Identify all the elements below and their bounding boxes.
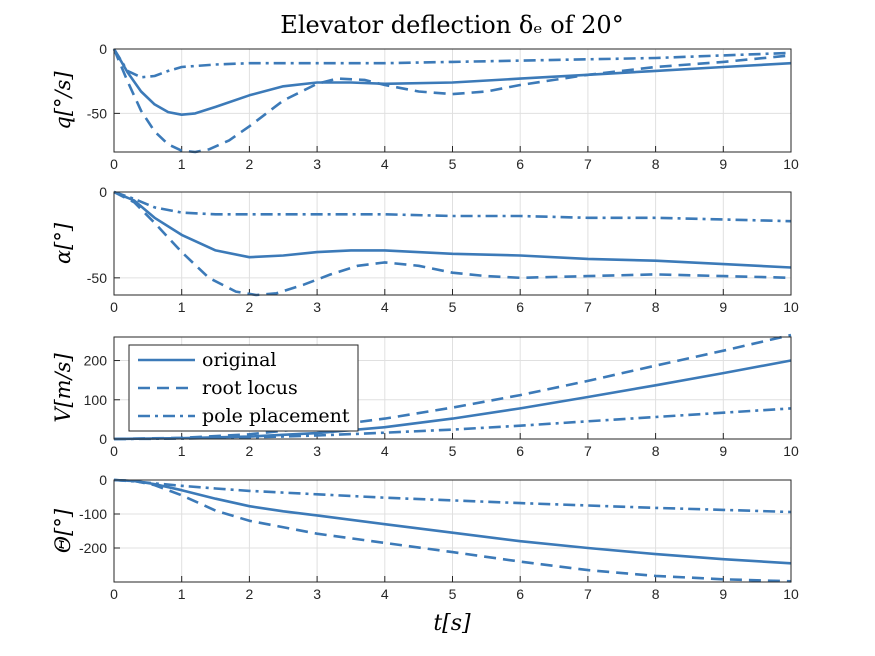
series-line-pole-placement [113, 190, 792, 223]
series-line-original [113, 190, 792, 269]
x-tick-label: 7 [584, 156, 592, 172]
legend-label: pole placement [202, 405, 350, 427]
y-tick-label: -100 [79, 506, 107, 522]
x-tick-label: 6 [516, 156, 524, 172]
x-tick-label: 3 [313, 443, 321, 459]
x-tick-label: 1 [178, 299, 186, 315]
x-tick-label: 4 [381, 156, 389, 172]
x-tick-label: 7 [584, 443, 592, 459]
axes-frame [113, 191, 792, 296]
legend-label: original [202, 349, 276, 371]
series-line-root-locus [112, 48, 792, 154]
x-tick-label: 7 [584, 299, 592, 315]
x-tick-label: 10 [783, 299, 799, 315]
x-tick-label: 2 [246, 586, 254, 602]
x-tick-label: 6 [516, 299, 524, 315]
axes-frame [113, 479, 792, 583]
x-tick-label: 2 [246, 156, 254, 172]
x-tick-label: 4 [381, 299, 389, 315]
y-axis-label: q[°/s] [51, 71, 75, 130]
x-tick-label: 4 [381, 443, 389, 459]
legend-label: root locus [202, 377, 298, 399]
y-tick-label: 0 [99, 41, 107, 57]
panel-1: 0 1 2 3 4 5 6 7 8 9 10 0 -50 q[°/s] [51, 41, 799, 172]
x-tick-label: 6 [516, 586, 524, 602]
x-tick-label: 3 [313, 156, 321, 172]
x-tick-label: 1 [178, 586, 186, 602]
series-line-root-locus [113, 190, 792, 297]
x-tick-label: 5 [449, 156, 457, 172]
x-tick-label: 2 [246, 443, 254, 459]
x-tick-label: 9 [719, 443, 727, 459]
x-tick-label: 0 [110, 586, 118, 602]
series-line-root-locus [113, 478, 792, 583]
y-tick-label: 200 [84, 353, 108, 369]
x-tick-label: 9 [719, 156, 727, 172]
axes-frame [113, 48, 792, 153]
y-tick-label: 0 [99, 472, 107, 488]
series-line-original [113, 478, 792, 565]
series-line-pole-placement [112, 48, 792, 79]
series-line-pole-placement [113, 478, 792, 514]
x-tick-label: 3 [313, 299, 321, 315]
x-tick-label: 5 [449, 443, 457, 459]
x-tick-label: 0 [110, 156, 118, 172]
x-tick-label: 10 [783, 586, 799, 602]
x-tick-label: 5 [449, 586, 457, 602]
series-line-original [113, 359, 792, 441]
x-tick-label: 8 [652, 156, 660, 172]
y-tick-label: -50 [87, 270, 107, 286]
x-tick-label: 8 [652, 299, 660, 315]
x-tick-label: 7 [584, 586, 592, 602]
x-tick-label: 8 [652, 586, 660, 602]
x-tick-label: 4 [381, 586, 389, 602]
y-tick-label: 0 [99, 184, 107, 200]
x-tick-label: 6 [516, 443, 524, 459]
chart-title: Elevator deflection δₑ of 20° [280, 11, 623, 39]
y-tick-label: 100 [84, 392, 108, 408]
series-line-root-locus [113, 333, 792, 441]
y-axis-label: Θ[°] [51, 508, 75, 553]
x-tick-label: 5 [449, 299, 457, 315]
x-tick-label: 3 [313, 586, 321, 602]
x-tick-label: 0 [110, 443, 118, 459]
y-axis-label: α[°] [51, 222, 75, 264]
legend: original root locus pole placement [128, 344, 359, 432]
y-tick-label: -50 [87, 105, 107, 121]
y-axis-label: V[m/s] [51, 353, 75, 423]
x-tick-label: 10 [783, 156, 799, 172]
x-tick-label: 10 [783, 443, 799, 459]
x-tick-label: 9 [719, 299, 727, 315]
x-tick-label: 0 [110, 299, 118, 315]
x-tick-label: 1 [178, 156, 186, 172]
axes-frame [113, 336, 792, 440]
x-tick-label: 2 [246, 299, 254, 315]
x-tick-label: 9 [719, 586, 727, 602]
y-tick-label: -200 [79, 540, 107, 556]
panel-2: 0 1 2 3 4 5 6 7 8 9 100-50α[°] [51, 184, 799, 315]
y-tick-label: 0 [99, 431, 107, 447]
x-tick-label: 8 [652, 443, 660, 459]
x-tick-label: 1 [178, 443, 186, 459]
x-axis-label: t[s] [433, 611, 471, 636]
